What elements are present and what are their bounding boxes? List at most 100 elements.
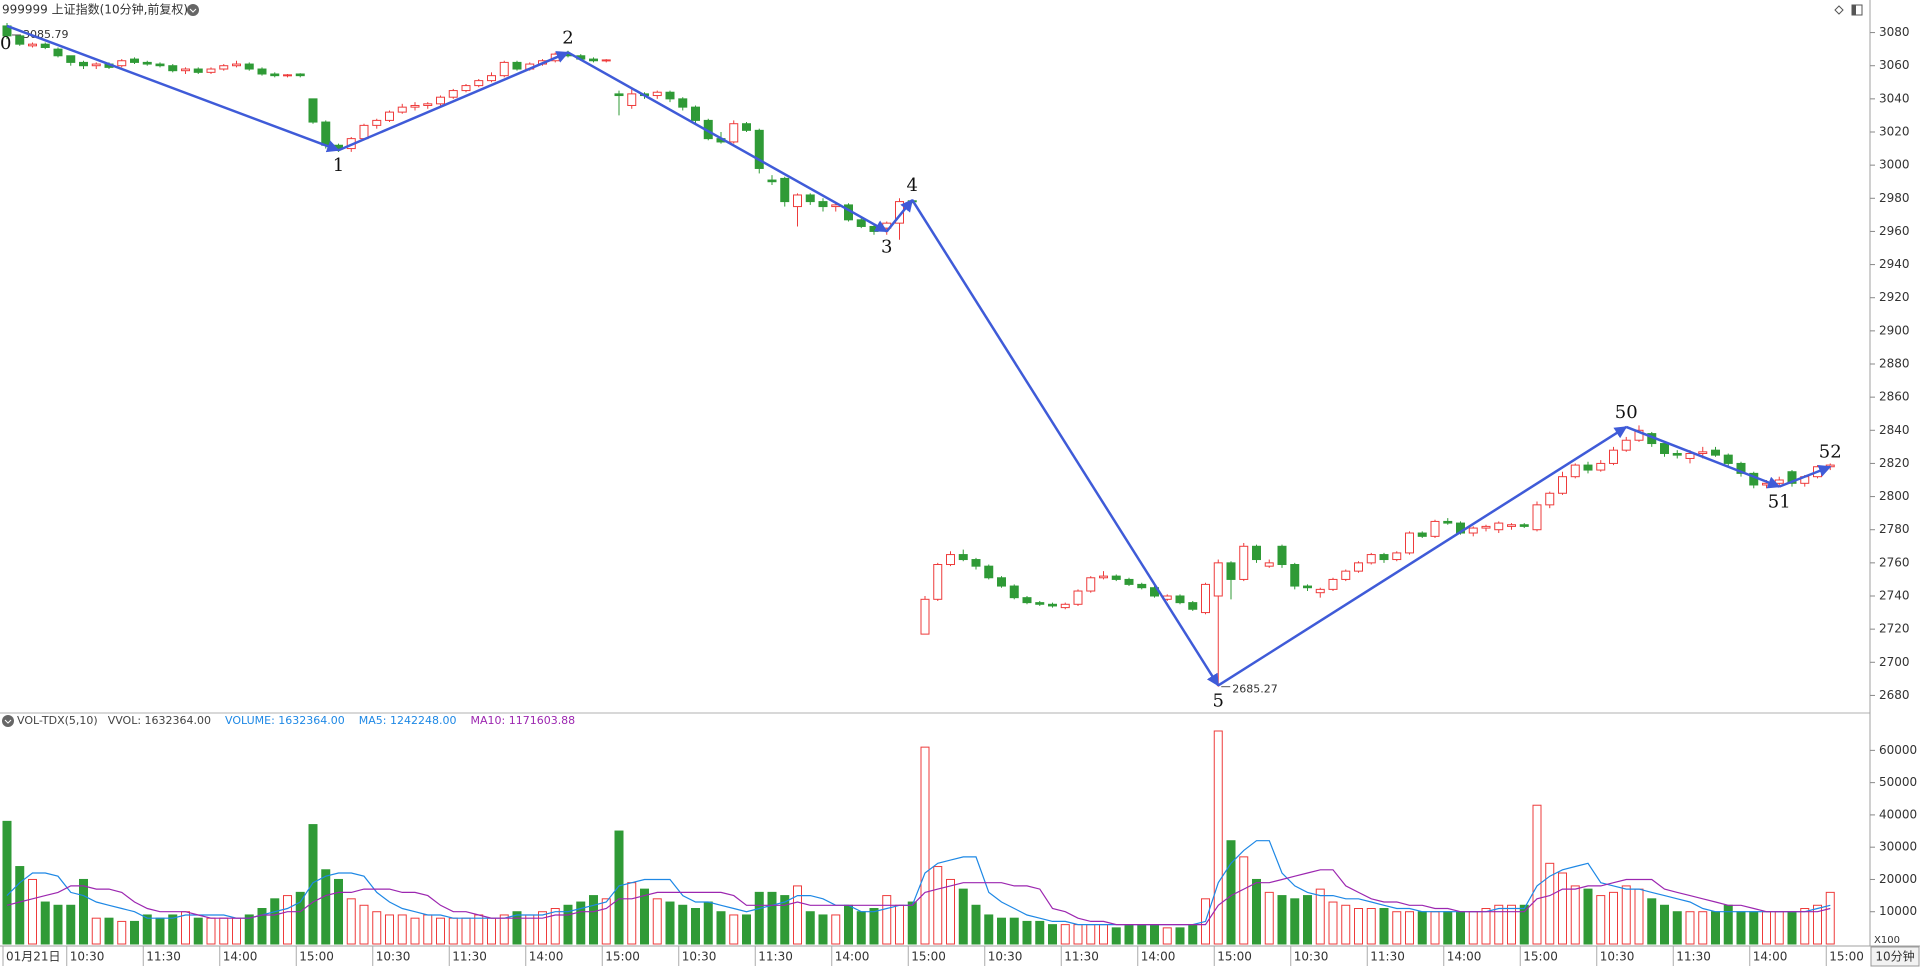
- x-tick-label: 14:00: [223, 950, 258, 964]
- volume-bar: [1264, 891, 1274, 945]
- x-tick-label: 01月21日: [6, 950, 61, 964]
- volume-bar: [1430, 911, 1440, 945]
- x-tick-label: 15:00: [1523, 950, 1558, 964]
- candle-body: [28, 43, 37, 47]
- candle-body: [678, 98, 688, 108]
- wave-line: [1625, 425, 1781, 489]
- period-label[interactable]: 10分钟: [1875, 949, 1914, 964]
- volume-bar: [818, 914, 828, 945]
- volume-bar: [28, 878, 37, 945]
- candle-body: [742, 123, 751, 131]
- candle-body: [474, 80, 484, 87]
- candle-body: [793, 194, 802, 208]
- volume-bar: [793, 885, 802, 945]
- volume-bar: [91, 917, 101, 945]
- wave-label: 52: [1819, 442, 1842, 463]
- volume-bar: [1532, 804, 1542, 945]
- volume-bar: [423, 914, 433, 945]
- candle-body: [308, 98, 318, 123]
- volume-bar: [1060, 924, 1070, 945]
- volume-bar: [678, 904, 688, 945]
- min-label: 2685.27: [1232, 683, 1278, 696]
- y-tick-label: 3080: [1879, 25, 1910, 39]
- layout-icons[interactable]: [1834, 4, 1863, 16]
- candle-body: [1213, 562, 1223, 597]
- volume-bar: [1213, 730, 1223, 945]
- candle-body: [1303, 585, 1312, 589]
- candle-body: [372, 119, 382, 126]
- volume-bar: [1762, 911, 1771, 945]
- candle-body: [1290, 564, 1300, 587]
- volume-bar: [589, 895, 598, 945]
- candle-body: [589, 58, 598, 62]
- candle-body: [1494, 522, 1504, 531]
- volume-bar: [1672, 911, 1682, 945]
- volume-bar: [219, 917, 229, 945]
- volume-bar: [1009, 917, 1019, 945]
- candle-body: [1060, 603, 1070, 609]
- volume-bar: [1366, 908, 1376, 945]
- candle-body: [1201, 583, 1210, 614]
- y-tick-label: 2880: [1879, 357, 1910, 371]
- volume-bar: [1660, 904, 1669, 945]
- title-menu-icon[interactable]: [187, 4, 199, 16]
- candle-body: [359, 124, 369, 140]
- volume-bar: [1749, 911, 1759, 945]
- volume-bar: [1162, 927, 1172, 945]
- volume-bar: [1303, 895, 1312, 945]
- wave-label: 2: [562, 27, 573, 48]
- y-tick-label: 2760: [1879, 555, 1910, 569]
- volume-bar: [856, 911, 866, 945]
- candle-body: [1787, 471, 1797, 484]
- candle-body: [66, 55, 76, 63]
- candle-body: [91, 63, 101, 67]
- y-tick-label: 2740: [1879, 589, 1910, 603]
- volume-bar: [40, 901, 50, 945]
- y-tick-label: 3000: [1879, 158, 1910, 172]
- y-tick-label: 2860: [1879, 390, 1910, 404]
- candle-body: [1545, 492, 1555, 506]
- candle-body: [1519, 524, 1529, 527]
- x-tick-label: 10:30: [682, 950, 717, 964]
- volume-bar: [1226, 840, 1236, 945]
- candle-body: [193, 68, 203, 73]
- wave-line: [885, 198, 914, 233]
- candle-body: [270, 73, 280, 77]
- candle-body: [1226, 562, 1236, 580]
- candle-body: [436, 96, 445, 105]
- candle-body: [1609, 449, 1618, 464]
- chart-title: 999999 上证指数(10分钟,前复权): [2, 2, 188, 17]
- candle-body: [1405, 532, 1414, 554]
- volume-bar: [703, 901, 713, 945]
- volume-bar: [1647, 898, 1657, 945]
- candle-body: [155, 63, 165, 67]
- candle-body: [1468, 527, 1478, 534]
- candle-body: [1048, 603, 1057, 607]
- candle-body: [1621, 439, 1631, 451]
- candle-body: [1430, 520, 1440, 537]
- volume-bar: [1392, 911, 1402, 945]
- volume-bar: [550, 908, 560, 945]
- volume-bar: [525, 914, 535, 945]
- volume-bar: [1099, 924, 1108, 945]
- candle-body: [1137, 583, 1147, 589]
- volume-bar: [997, 917, 1006, 945]
- candle-body: [1583, 464, 1593, 471]
- volume-menu-icon[interactable]: [2, 715, 14, 727]
- volume-bar: [385, 914, 394, 945]
- x-tick-label: 14:00: [529, 950, 564, 964]
- volume-bar: [66, 904, 76, 945]
- volume-bar: [512, 911, 522, 945]
- volume-bar: [321, 869, 331, 945]
- candle-body: [971, 559, 981, 567]
- volume-bar: [1354, 908, 1363, 945]
- volume-bar: [1583, 888, 1593, 945]
- period-box[interactable]: [1870, 946, 1920, 967]
- candle-body: [142, 61, 152, 65]
- volume-bar: [1315, 888, 1325, 945]
- volume-bar: [104, 917, 114, 945]
- volume-bar: [907, 901, 917, 945]
- candle-body: [1596, 462, 1606, 471]
